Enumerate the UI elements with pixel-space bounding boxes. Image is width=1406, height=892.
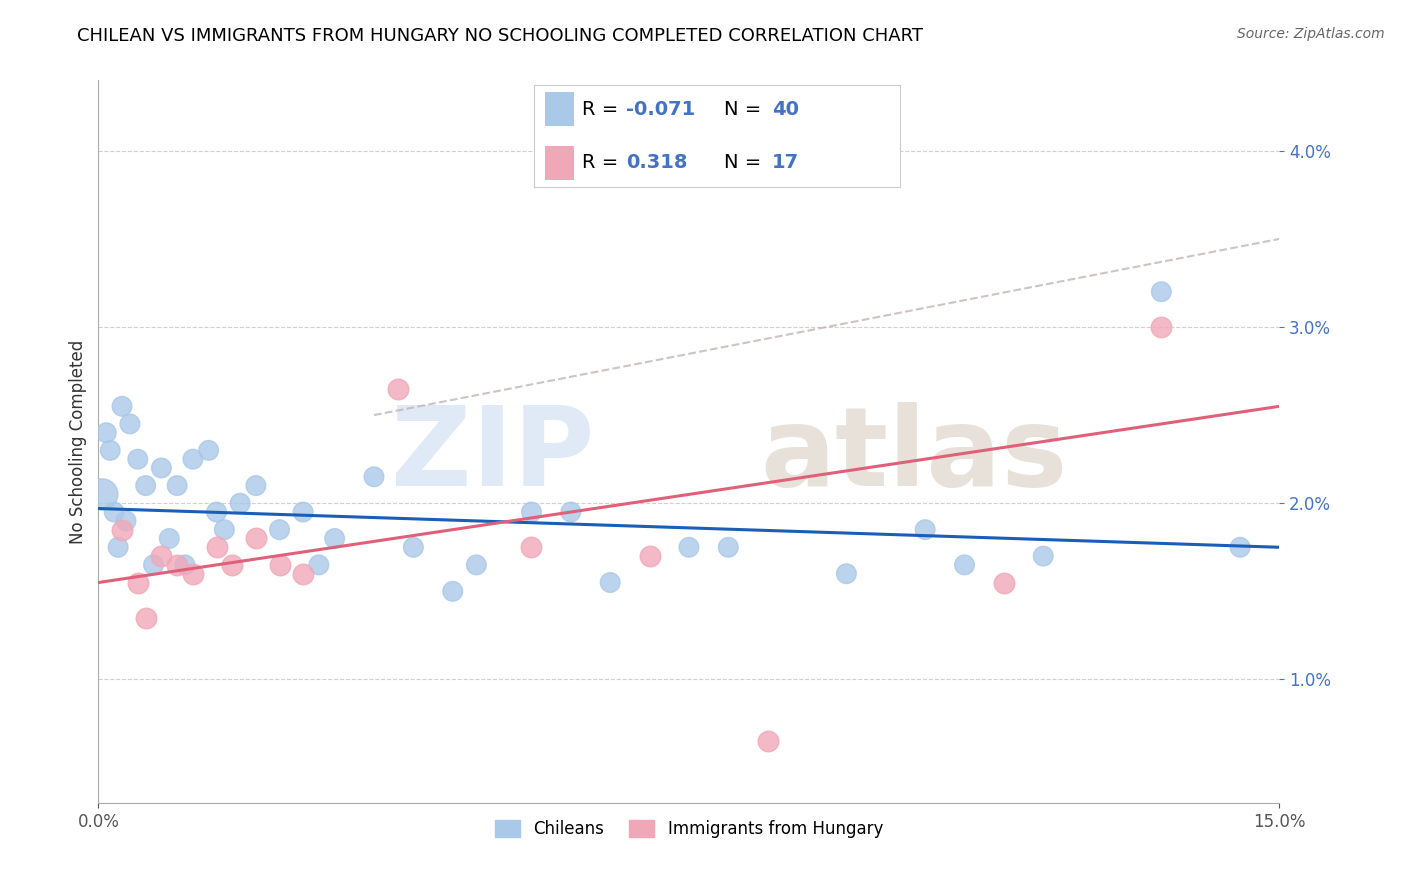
Y-axis label: No Schooling Completed: No Schooling Completed [69, 340, 87, 543]
Point [205, 505, 228, 519]
Point [402, 541, 425, 555]
Point [91, 487, 114, 501]
Text: N =: N = [724, 153, 768, 172]
Point [520, 505, 543, 519]
Point [245, 532, 267, 546]
Point [245, 478, 267, 492]
Point [166, 478, 188, 492]
Point [678, 541, 700, 555]
Text: 0.318: 0.318 [626, 153, 688, 172]
Point [269, 558, 291, 572]
Text: N =: N = [724, 100, 768, 119]
Point [599, 575, 621, 590]
Text: -0.071: -0.071 [626, 100, 695, 119]
Point [221, 558, 243, 572]
Point [107, 541, 129, 555]
Point [111, 523, 134, 537]
Text: CHILEAN VS IMMIGRANTS FROM HUNGARY NO SCHOOLING COMPLETED CORRELATION CHART: CHILEAN VS IMMIGRANTS FROM HUNGARY NO SC… [77, 27, 924, 45]
Point [292, 505, 315, 519]
Text: R =: R = [582, 100, 624, 119]
Point [135, 478, 157, 492]
Point [174, 558, 197, 572]
Point [96, 425, 118, 440]
Point [118, 417, 141, 431]
Point [115, 514, 138, 528]
Point [103, 505, 125, 519]
Point [181, 452, 204, 467]
Point [150, 461, 173, 475]
Text: Source: ZipAtlas.com: Source: ZipAtlas.com [1237, 27, 1385, 41]
Point [150, 549, 173, 563]
Point [1032, 549, 1054, 563]
Text: 40: 40 [772, 100, 799, 119]
Bar [546, 146, 575, 179]
Point [142, 558, 165, 572]
Point [520, 541, 543, 555]
Point [638, 549, 661, 563]
Point [181, 566, 204, 581]
Text: 17: 17 [772, 153, 799, 172]
Point [1150, 285, 1173, 299]
Point [292, 566, 315, 581]
Point [560, 505, 582, 519]
Point [953, 558, 976, 572]
Point [127, 452, 149, 467]
Point [323, 532, 346, 546]
Point [1229, 541, 1251, 555]
Point [441, 584, 464, 599]
Point [1150, 320, 1173, 334]
Point [205, 541, 228, 555]
Point [465, 558, 488, 572]
Point [914, 523, 936, 537]
Text: R =: R = [582, 153, 624, 172]
Bar [546, 93, 575, 126]
Point [98, 443, 121, 458]
Text: atlas: atlas [759, 402, 1067, 509]
Point [166, 558, 188, 572]
Point [214, 523, 236, 537]
Point [717, 541, 740, 555]
Point [157, 532, 180, 546]
Point [197, 443, 219, 458]
Point [993, 575, 1015, 590]
Text: ZIP: ZIP [391, 402, 595, 509]
Point [229, 496, 252, 510]
Point [308, 558, 330, 572]
Point [756, 734, 779, 748]
Point [835, 566, 858, 581]
Point [387, 382, 409, 396]
Point [363, 470, 385, 484]
Point [127, 575, 149, 590]
Legend: Chileans, Immigrants from Hungary: Chileans, Immigrants from Hungary [488, 814, 890, 845]
Point [111, 399, 134, 413]
Point [135, 611, 157, 625]
Point [269, 523, 291, 537]
